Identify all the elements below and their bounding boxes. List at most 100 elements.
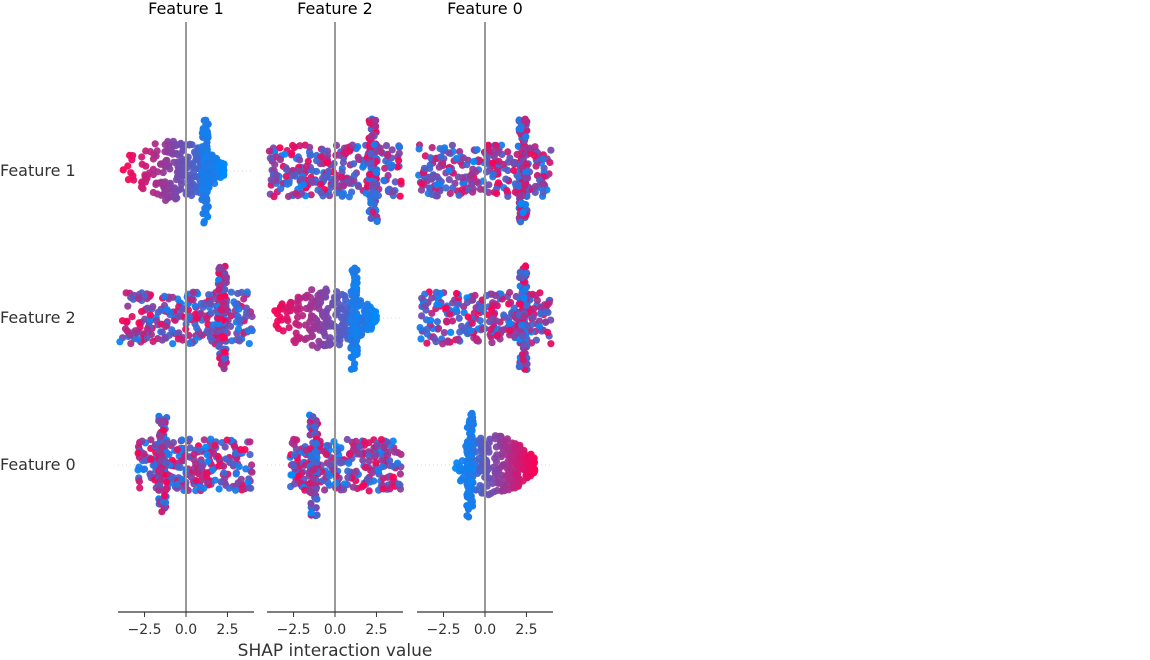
- swarm-point: [381, 164, 389, 172]
- swarm-point: [227, 322, 235, 330]
- swarm-point: [308, 341, 316, 349]
- swarm-point: [373, 442, 381, 450]
- swarm-point: [175, 170, 183, 178]
- swarm-point: [138, 308, 146, 316]
- swarm-point: [136, 484, 144, 492]
- swarm-point: [179, 147, 187, 155]
- swarm-point: [147, 455, 155, 463]
- cluster-point: [311, 423, 319, 431]
- swarm-point: [426, 154, 435, 162]
- cluster-point: [351, 347, 359, 355]
- swarm-point: [539, 188, 547, 197]
- swarm-point: [152, 152, 160, 160]
- swarm-point: [491, 292, 500, 300]
- swarm-point: [135, 294, 144, 302]
- swarm-point: [395, 156, 403, 164]
- swarm-point: [209, 466, 217, 474]
- swarm-point: [134, 466, 142, 474]
- swarm-point: [317, 180, 325, 188]
- swarm-point: [235, 463, 243, 471]
- swarm-point: [240, 295, 248, 303]
- cluster-point: [159, 498, 167, 506]
- swarm-point: [323, 159, 331, 167]
- swarm-point: [489, 479, 497, 487]
- swarm-point: [200, 436, 208, 444]
- swarm-point: [442, 184, 450, 192]
- swarm-point: [186, 189, 194, 197]
- swarm-point: [388, 146, 396, 154]
- swarm-point: [504, 148, 512, 156]
- swarm-point: [245, 484, 253, 492]
- swarm-point: [495, 157, 503, 165]
- cluster-point: [306, 488, 314, 496]
- swarm-point: [372, 450, 380, 458]
- swarm-point: [174, 313, 183, 321]
- swarm-point: [394, 459, 402, 467]
- swarm-point: [143, 334, 151, 342]
- swarm-point: [160, 292, 168, 300]
- x-tick-label: 0.0: [324, 622, 346, 638]
- swarm-point: [355, 450, 364, 458]
- swarm-point: [476, 482, 484, 490]
- swarm-point: [427, 316, 435, 324]
- cluster-point: [519, 356, 527, 364]
- swarm-point: [493, 302, 501, 310]
- cluster-point: [522, 133, 530, 141]
- cluster-point: [516, 300, 524, 308]
- swarm-point: [226, 458, 234, 466]
- swarm-point: [472, 168, 480, 176]
- swarm-point: [201, 443, 210, 451]
- swarm-point: [215, 485, 223, 493]
- cluster-point: [351, 293, 359, 301]
- swarm-point: [379, 485, 387, 493]
- swarm-point: [445, 176, 453, 184]
- swarm-point: [141, 315, 149, 323]
- swarm-point: [173, 446, 181, 454]
- swarm-point: [423, 325, 431, 333]
- swarm-point: [322, 173, 330, 181]
- swarm-point: [484, 141, 492, 149]
- swarm-point: [389, 188, 397, 196]
- swarm-point: [119, 166, 127, 174]
- row-label-feature-2: Feature 2: [0, 308, 76, 327]
- swarm-point: [138, 160, 146, 168]
- swarm-point: [322, 450, 330, 458]
- swarm-point: [349, 483, 357, 491]
- x-axes: −2.5 0.0 2.5 −2.5 0.0 2.5 −2.5 0.0 2.5: [118, 611, 553, 638]
- swarm-point: [368, 306, 376, 314]
- swarm-point: [350, 171, 359, 179]
- swarm-point: [503, 186, 511, 195]
- cluster-point: [158, 443, 166, 451]
- cluster-point: [215, 342, 223, 350]
- cluster-point: [372, 116, 380, 124]
- zero-lines: [185, 22, 486, 612]
- swarm-point: [193, 155, 201, 163]
- cluster-point: [522, 168, 530, 176]
- swarm-point: [271, 161, 279, 169]
- swarm-point: [338, 173, 346, 181]
- swarm-point: [317, 153, 325, 161]
- cluster-point: [313, 495, 321, 503]
- cluster-point: [518, 351, 527, 359]
- cluster-point: [467, 478, 475, 486]
- cluster-point: [467, 460, 475, 468]
- swarm-point: [445, 149, 453, 157]
- swarm-point: [282, 164, 290, 172]
- swarm-point: [169, 439, 177, 447]
- swarm-point: [478, 488, 486, 496]
- cluster-point: [466, 435, 474, 443]
- swarm-point: [423, 339, 431, 347]
- cluster-point: [307, 509, 315, 517]
- cluster-point: [466, 494, 474, 502]
- cluster-point: [203, 138, 211, 146]
- cluster-point: [521, 181, 529, 189]
- swarm-point: [134, 335, 142, 344]
- swarm-point: [430, 335, 439, 343]
- swarm-point: [309, 178, 317, 186]
- swarm-point: [307, 299, 316, 307]
- swarm-point: [542, 318, 550, 326]
- swarm-point: [510, 166, 518, 174]
- swarm-point: [318, 289, 326, 297]
- swarm-point: [537, 304, 545, 312]
